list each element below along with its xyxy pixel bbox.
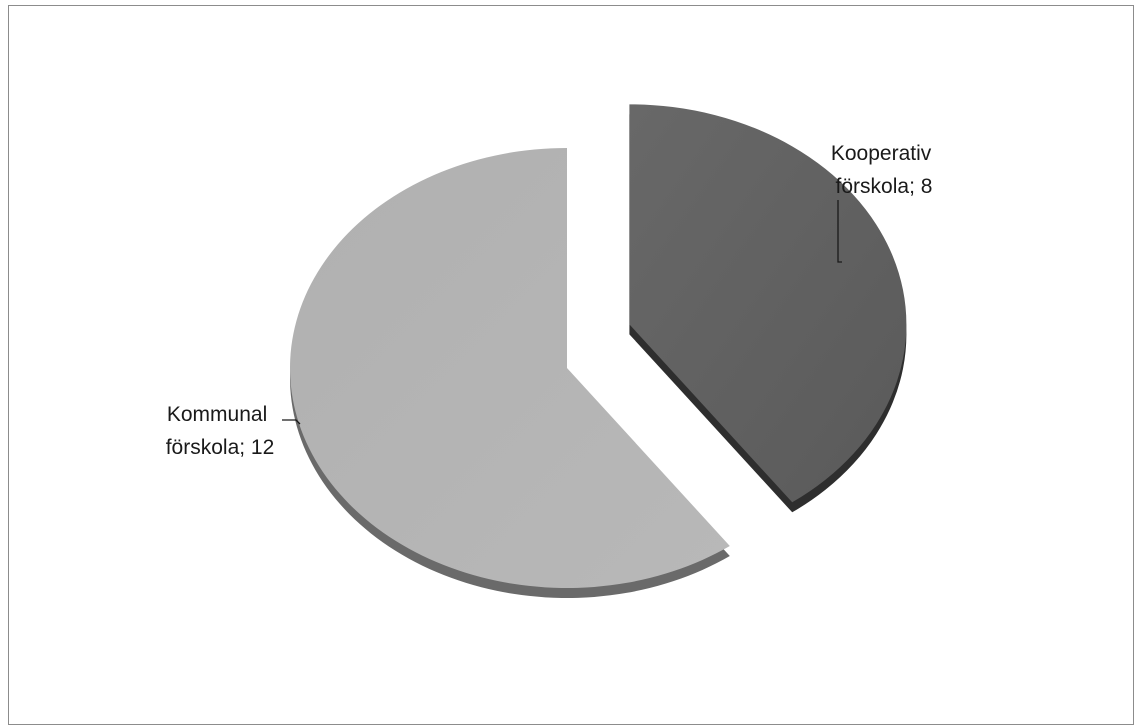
chart-area [8, 5, 1134, 725]
slice-label-kommunal-line2: förskola; 12 [166, 436, 275, 459]
pie-slice-kommunal[interactable] [290, 148, 730, 589]
slice-label-kooperativ-line2: förskola; 8 [836, 175, 933, 198]
slice-label-kommunal-line1: Kommunal [167, 403, 267, 426]
pie-slice-kooperativ[interactable] [629, 104, 907, 503]
labels-layer: Kooperativ förskola; 8 Kommunal förskola… [166, 142, 937, 459]
slice-label-kommunal: Kommunal förskola; 12 [166, 403, 275, 459]
slice-label-kooperativ: Kooperativ förskola; 8 [831, 142, 937, 198]
leader-line-kommunal [282, 419, 301, 425]
leader-line-kooperativ [837, 200, 842, 263]
slice-label-kooperativ-line1: Kooperativ [831, 142, 932, 165]
pie-chart: Kooperativ förskola; 8 Kommunal förskola… [166, 104, 937, 598]
slices-layer [289, 104, 907, 598]
